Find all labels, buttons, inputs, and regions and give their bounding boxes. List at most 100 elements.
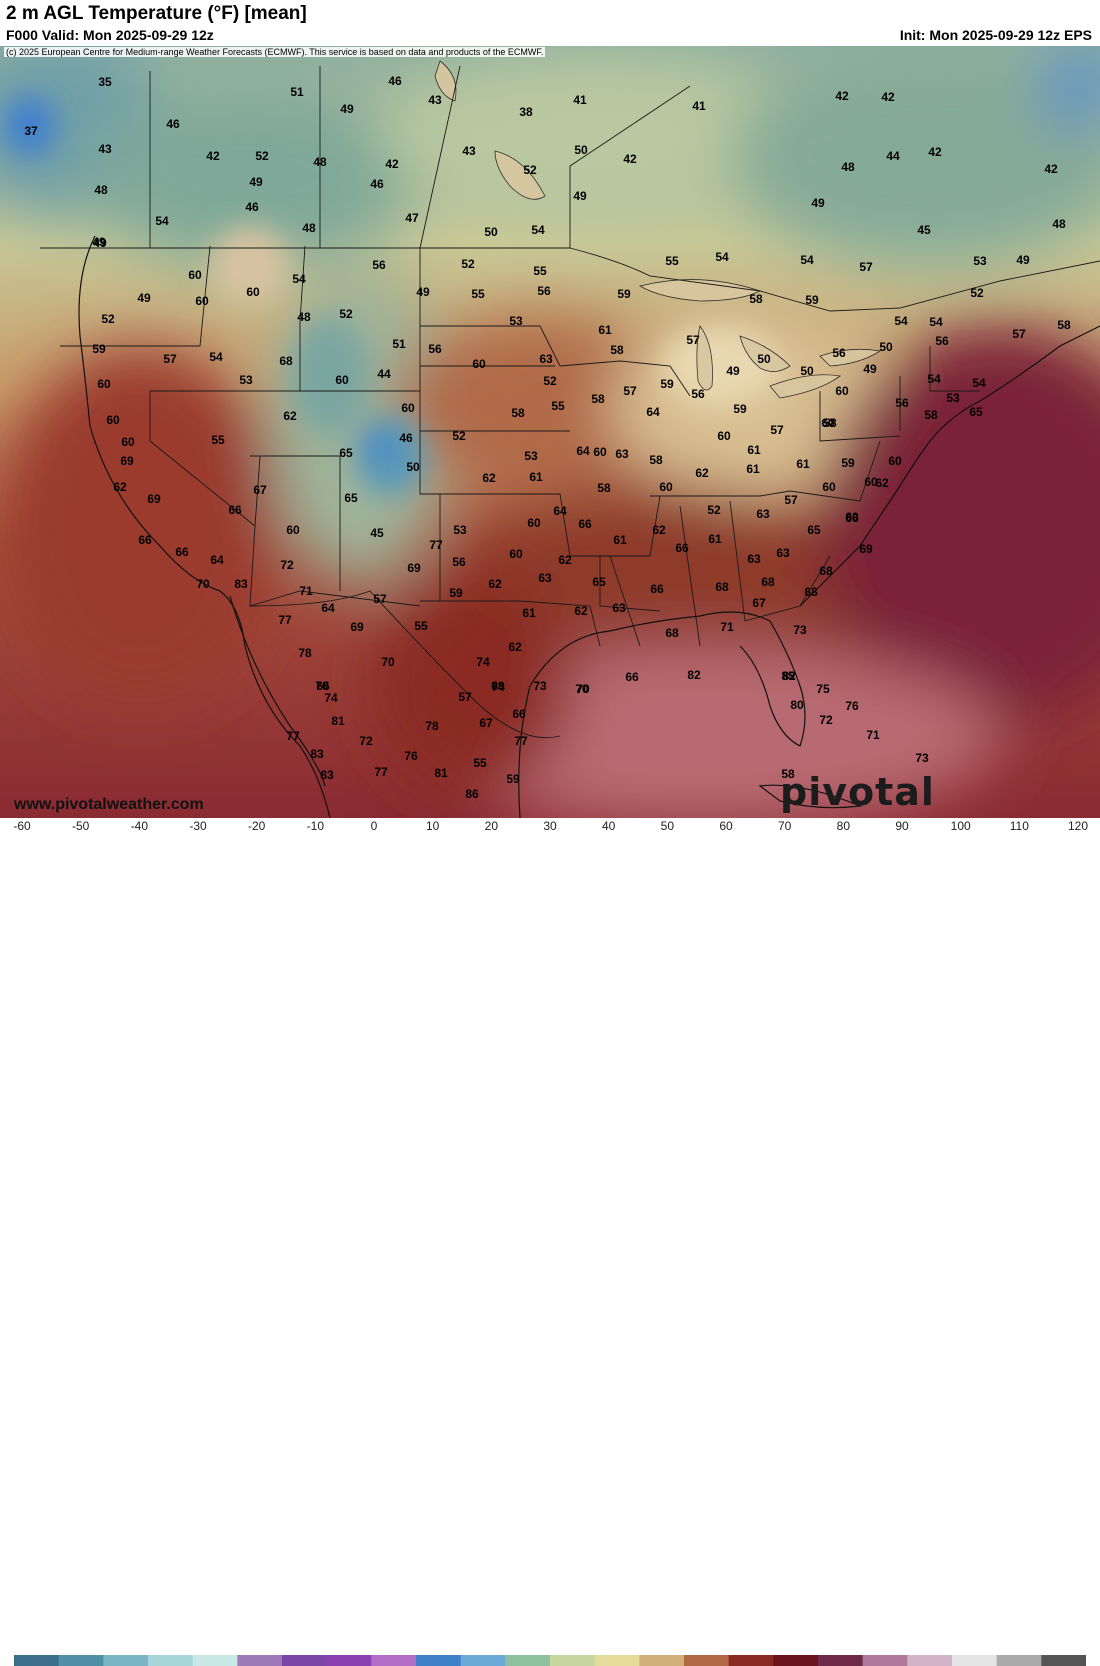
- temperature-value: 42: [385, 157, 399, 171]
- temperature-value: 81: [434, 766, 448, 780]
- temperature-value: 57: [859, 260, 873, 274]
- temperature-value: 62: [695, 466, 709, 480]
- temperature-values: 35 51 46 43 49 38 41 41 42 42 37 46 43 42 52 48 42 43 50 42…: [24, 74, 1071, 801]
- temperature-value: 66: [138, 533, 152, 547]
- temperature-value: 62: [574, 604, 588, 618]
- temperature-value: 65: [592, 575, 606, 589]
- temperature-value: 47: [405, 211, 419, 225]
- temperature-value: 69: [407, 561, 421, 575]
- temperature-value: 44: [886, 149, 900, 163]
- temperature-value: 52: [461, 257, 475, 271]
- temperature-value: 60: [188, 268, 202, 282]
- temperature-value: 70: [315, 679, 329, 693]
- temperature-value: 54: [155, 214, 169, 228]
- temperature-value: 62: [652, 523, 666, 537]
- temperature-value: 53: [973, 254, 987, 268]
- temperature-value: 72: [280, 558, 294, 572]
- temperature-value: 73: [915, 751, 929, 765]
- temperature-value: 53: [453, 523, 467, 537]
- temperature-value: 45: [917, 223, 931, 237]
- temperature-value: 49: [93, 236, 107, 250]
- temperature-value: 60: [106, 413, 120, 427]
- temperature-value: 56: [691, 387, 705, 401]
- temperature-value: 62: [508, 640, 522, 654]
- legend-tick-label: 0: [370, 819, 378, 833]
- temperature-value: 55: [414, 619, 428, 633]
- temperature-value: 56: [935, 334, 949, 348]
- temperature-value: 57: [686, 333, 700, 347]
- temperature-value: 54: [800, 253, 814, 267]
- website-label[interactable]: www.pivotalweather.com: [14, 796, 204, 813]
- temperature-value: 66: [512, 707, 526, 721]
- color-legend: -60 -50 -40 -30 -20 -10 0 10 20 30 40 50 60 70 80 90 100…: [0, 818, 1100, 1666]
- temperature-value: 49: [249, 175, 263, 189]
- temperature-value: 58: [511, 406, 525, 420]
- temperature-value: 68: [665, 626, 679, 640]
- legend-tick-label: 100: [950, 819, 971, 833]
- legend-tick-label: 50: [660, 819, 675, 833]
- temperature-value: 61: [613, 533, 627, 547]
- temperature-value: 68: [761, 575, 775, 589]
- temperature-value: 57: [458, 690, 472, 704]
- temperature-value: 55: [471, 287, 485, 301]
- temperature-value: 55: [551, 399, 565, 413]
- temperature-value: 49: [1016, 253, 1030, 267]
- temperature-value: 70: [381, 655, 395, 669]
- temperature-value: 60: [121, 435, 135, 449]
- temperature-value: 82: [687, 668, 701, 682]
- temperature-value: 67: [752, 596, 766, 610]
- color-bar-segment: [1041, 1655, 1086, 1666]
- temperature-value: 48: [297, 310, 311, 324]
- temperature-value: 62: [875, 476, 889, 490]
- color-bar-segment: [505, 1655, 551, 1666]
- legend-tick-label: 80: [836, 819, 851, 833]
- temperature-value: 46: [399, 431, 413, 445]
- temperature-value: 66: [228, 503, 242, 517]
- temperature-value: 60: [659, 480, 673, 494]
- temperature-value: 60: [864, 475, 878, 489]
- temperature-value: 69: [147, 492, 161, 506]
- temperature-value: 63: [539, 352, 553, 366]
- temperature-value: 52: [523, 163, 537, 177]
- temperature-value: 69: [350, 620, 364, 634]
- temperature-value: 37: [24, 124, 38, 138]
- color-bar-segment: [550, 1655, 596, 1666]
- temperature-value: 57: [1012, 327, 1026, 341]
- temperature-value: 60: [593, 445, 607, 459]
- temperature-value: 61: [747, 443, 761, 457]
- legend-tick-label: 40: [601, 819, 616, 833]
- temperature-value: 70: [576, 682, 590, 696]
- temperature-value: 58: [924, 408, 938, 422]
- temperature-value: 54: [894, 314, 908, 328]
- temperature-value: 62: [488, 577, 502, 591]
- temperature-map[interactable]: 35 51 46 43 49 38 41 41 42 42 37 46 43 42 52 48 42 43 50 42…: [0, 46, 1100, 818]
- legend-tick-label: 60: [719, 819, 733, 833]
- color-bar-segment: [148, 1655, 194, 1666]
- temperature-value: 63: [747, 552, 761, 566]
- temperature-value: 62: [283, 409, 297, 423]
- temperature-value: 48: [841, 160, 855, 174]
- temperature-value: 76: [845, 699, 859, 713]
- temperature-value: 77: [278, 613, 292, 627]
- temperature-value: 58: [823, 416, 837, 430]
- temperature-value: 53: [239, 373, 253, 387]
- temperature-value: 60: [527, 516, 541, 530]
- temperature-value: 63: [615, 447, 629, 461]
- color-bar-segment: [684, 1655, 730, 1666]
- temperature-value: 60: [888, 454, 902, 468]
- temperature-value: 43: [462, 144, 476, 158]
- valid-time-label: F000 Valid: Mon 2025-09-29 12z: [6, 27, 214, 43]
- temperature-value: 49: [137, 291, 151, 305]
- temperature-value: 50: [879, 340, 893, 354]
- legend-tick-label: 120: [1067, 819, 1089, 833]
- color-bar-segment: [773, 1655, 819, 1666]
- temperature-value: 52: [707, 503, 721, 517]
- legend-tick-label: 70: [777, 819, 792, 833]
- color-bar-segment: [282, 1655, 328, 1666]
- temperature-value: 56: [428, 342, 442, 356]
- temperature-value: 60: [845, 510, 859, 524]
- temperature-value: 66: [578, 517, 592, 531]
- temperature-value: 74: [476, 655, 490, 669]
- temperature-value: 71: [866, 728, 880, 742]
- temperature-value: 59: [92, 342, 106, 356]
